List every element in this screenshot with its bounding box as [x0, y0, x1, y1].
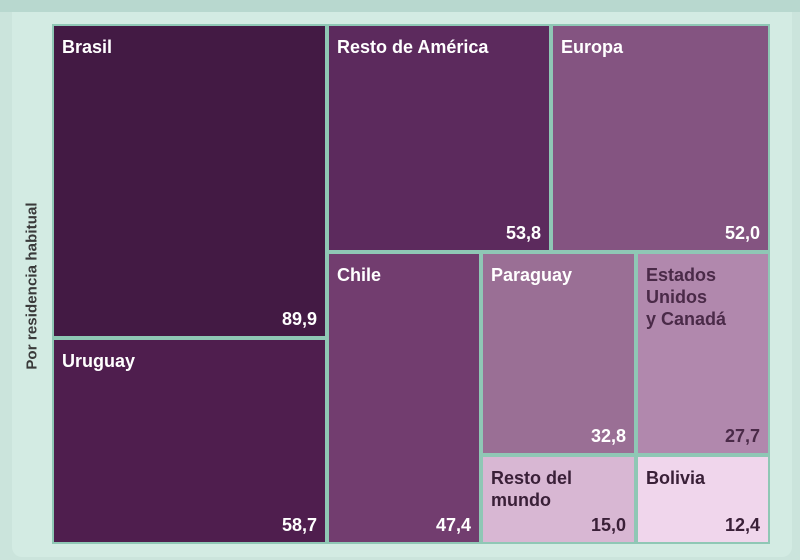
- tile-label: Chile: [337, 265, 382, 285]
- tile-label: Brasil: [62, 37, 113, 57]
- tile-paraguay: Paraguay 32,8: [481, 252, 636, 455]
- tile-label: Resto del mundo: [491, 468, 573, 510]
- tile-brasil: Brasil 89,9: [52, 24, 327, 338]
- tile-value: 89,9: [281, 309, 317, 329]
- tile-value: 53,8: [505, 223, 541, 243]
- tile-estados-unidos-y-canada: Estados Unidos y Canadá 27,7: [636, 252, 770, 455]
- tile-value: 52,0: [724, 223, 760, 243]
- tile-value: 32,8: [590, 426, 626, 446]
- tile-label: Resto de América: [337, 37, 489, 57]
- tile-value: 27,7: [724, 426, 760, 446]
- treemap: Brasil 89,9 Uruguay 58,7 Resto de América 53,…: [52, 24, 770, 544]
- tile-chile: Chile 47,4: [327, 252, 481, 544]
- tile-value: 12,4: [724, 515, 760, 535]
- y-axis-label: Por residencia habitual: [23, 202, 41, 370]
- top-bar: [0, 0, 800, 12]
- tile-label: Paraguay: [491, 265, 573, 285]
- tile-value: 15,0: [590, 515, 626, 535]
- tile-bolivia: Bolivia 12,4: [636, 455, 770, 544]
- tile-resto-de-america: Resto de América 53,8: [327, 24, 551, 252]
- tile-label: Europa: [561, 37, 624, 57]
- tile-value: 58,7: [281, 515, 317, 535]
- tile-label: Estados Unidos y Canadá: [646, 265, 727, 329]
- tile-value: 47,4: [435, 515, 471, 535]
- tile-label: Bolivia: [646, 468, 706, 488]
- tile-resto-del-mundo: Resto del mundo 15,0: [481, 455, 636, 544]
- tile-label: Uruguay: [62, 351, 136, 371]
- tile-europa: Europa 52,0: [551, 24, 770, 252]
- tile-uruguay: Uruguay 58,7: [52, 338, 327, 544]
